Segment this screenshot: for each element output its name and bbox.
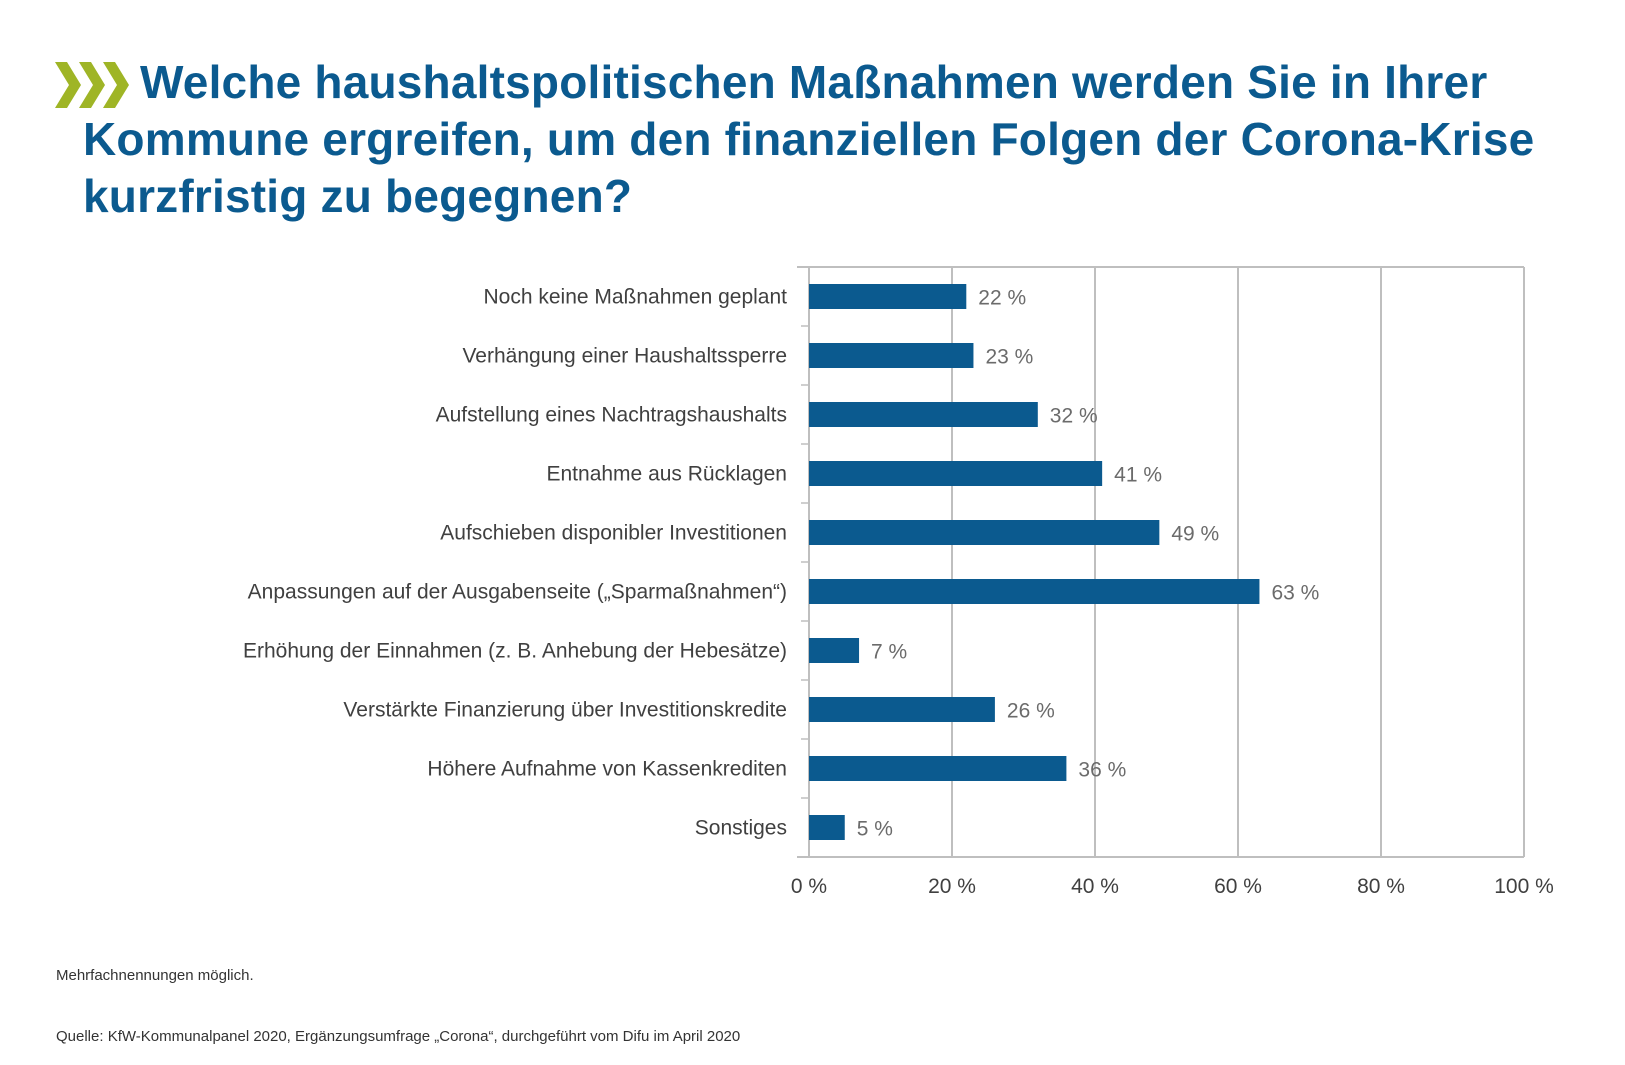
- bar-chart: Noch keine Maßnahmen geplant Verhängung e…: [243, 266, 1554, 898]
- triple-chevron-right-icon: [55, 62, 129, 108]
- category-label: Höhere Aufnahme von Kassenkrediten: [427, 758, 787, 781]
- bar: [809, 756, 1067, 781]
- category-label: Aufstellung eines Nachtragshaushalts: [436, 404, 787, 427]
- x-tick-label: 40 %: [1071, 875, 1119, 898]
- bar: [809, 579, 1260, 604]
- value-labels: 22 % 23 % 32 % 41 % 49 % 63 % 7 % 26 % 36 % 5 %: [857, 287, 1320, 841]
- x-axis-tick-labels: 0 % 20 % 40 % 60 % 80 % 100 %: [791, 875, 1554, 898]
- category-label: Aufschieben disponibler Investitionen: [440, 522, 787, 545]
- x-tick-label: 80 %: [1357, 875, 1405, 898]
- category-label: Noch keine Maßnahmen geplant: [483, 286, 787, 309]
- data-label: 7 %: [871, 641, 907, 664]
- x-tick-label: 20 %: [928, 875, 976, 898]
- bar: [809, 461, 1103, 486]
- bar: [809, 638, 860, 663]
- bar: [809, 697, 995, 722]
- data-label: 41 %: [1114, 464, 1162, 487]
- title-block: Welche haushaltspolitischen Maßnahmen we…: [55, 54, 1575, 225]
- category-label: Anpassungen auf der Ausgabenseite („Spar…: [248, 581, 787, 604]
- category-label: Sonstiges: [695, 817, 787, 840]
- category-labels: Noch keine Maßnahmen geplant Verhängung e…: [243, 286, 787, 840]
- category-label: Erhöhung der Einnahmen (z. B. Anhebung d…: [243, 640, 787, 663]
- data-label: 22 %: [978, 287, 1026, 310]
- data-label: 23 %: [985, 346, 1033, 369]
- bar: [809, 520, 1160, 545]
- chart-title: Welche haushaltspolitischen Maßnahmen we…: [83, 56, 1535, 222]
- category-label: Entnahme aus Rücklagen: [547, 463, 788, 486]
- bar: [809, 284, 967, 309]
- category-label: Verhängung einer Haushaltssperre: [462, 345, 787, 368]
- data-label: 49 %: [1171, 523, 1219, 546]
- x-tick-label: 0 %: [791, 875, 827, 898]
- footnote: Mehrfachnennungen möglich.: [56, 967, 254, 984]
- bar: [809, 402, 1038, 427]
- data-label: 5 %: [857, 818, 893, 841]
- x-tick-label: 100 %: [1494, 875, 1554, 898]
- bar: [809, 815, 845, 840]
- x-tick-label: 60 %: [1214, 875, 1262, 898]
- data-label: 36 %: [1078, 759, 1126, 782]
- data-label: 32 %: [1050, 405, 1098, 428]
- bar: [809, 343, 974, 368]
- data-label: 63 %: [1271, 582, 1319, 605]
- bars: [809, 284, 1260, 840]
- category-label: Verstärkte Finanzierung über Investition…: [343, 699, 787, 722]
- source-note: Quelle: KfW-Kommunalpanel 2020, Ergänzun…: [56, 1028, 741, 1045]
- data-label: 26 %: [1007, 700, 1055, 723]
